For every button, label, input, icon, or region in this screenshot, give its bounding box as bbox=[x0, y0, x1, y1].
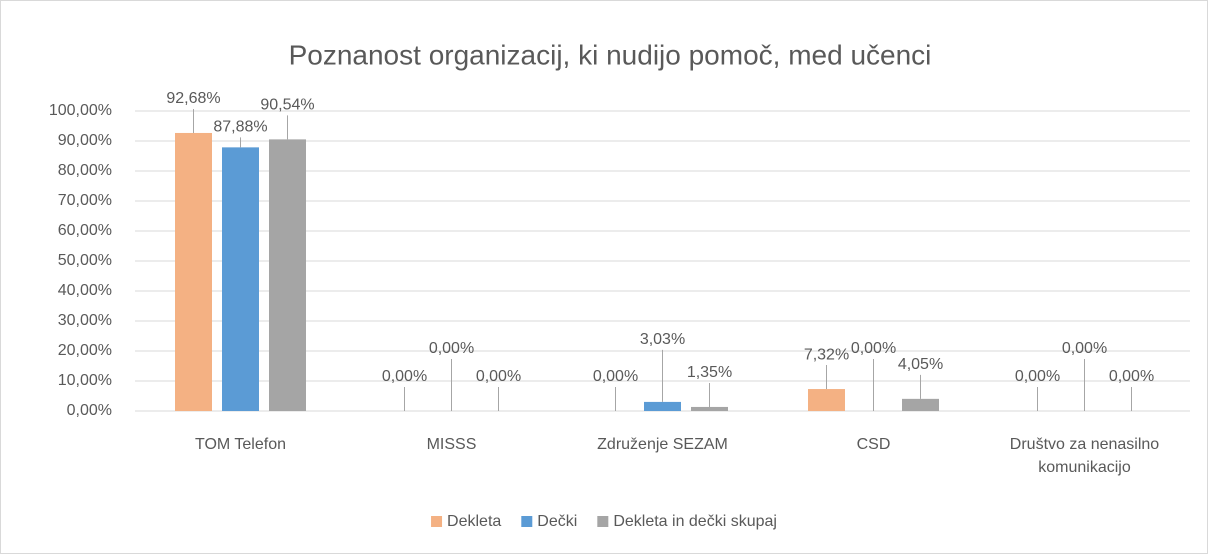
x-tick-label: Društvo za nenasilno komunikacijo bbox=[1009, 436, 1160, 476]
legend-swatch bbox=[431, 516, 443, 527]
data-label: 0,00% bbox=[1015, 368, 1060, 385]
data-label: 0,00% bbox=[382, 368, 427, 385]
data-label: 7,32% bbox=[804, 346, 849, 363]
y-tick-label: 10,00% bbox=[58, 372, 112, 389]
x-tick-label: MISSS bbox=[426, 436, 477, 453]
data-label: 90,54% bbox=[260, 97, 314, 114]
data-label: 0,00% bbox=[429, 340, 474, 357]
chart-title: Poznanost organizacij, ki nudijo pomoč, … bbox=[289, 39, 932, 70]
y-tick-label: 60,00% bbox=[58, 222, 112, 239]
data-label: 0,00% bbox=[476, 368, 521, 385]
legend-label: Dekleta in dečki skupaj bbox=[613, 513, 777, 530]
bar bbox=[644, 401, 681, 411]
bar bbox=[691, 406, 728, 411]
bar bbox=[808, 389, 845, 411]
x-tick-label: TOM Telefon bbox=[194, 436, 286, 453]
bar bbox=[269, 139, 306, 411]
data-label: 92,68% bbox=[166, 90, 220, 107]
data-label: 0,00% bbox=[851, 340, 896, 357]
bar bbox=[175, 132, 212, 411]
y-tick-label: 100,00% bbox=[49, 102, 112, 119]
legend-swatch bbox=[597, 516, 609, 527]
bar bbox=[902, 398, 939, 411]
data-label: 4,05% bbox=[898, 356, 943, 373]
y-tick-label: 70,00% bbox=[58, 192, 112, 209]
y-tick-label: 40,00% bbox=[58, 282, 112, 299]
data-label: 0,00% bbox=[1062, 340, 1107, 357]
data-label: 0,00% bbox=[593, 368, 638, 385]
y-tick-label: 90,00% bbox=[58, 132, 112, 149]
data-label: 87,88% bbox=[213, 119, 267, 136]
y-tick-label: 0,00% bbox=[67, 402, 112, 419]
x-tick-label: Združenje SEZAM bbox=[597, 436, 728, 453]
bar bbox=[222, 147, 259, 412]
legend-label: Dekleta bbox=[447, 513, 501, 530]
y-tick-label: 80,00% bbox=[58, 162, 112, 179]
x-tick-label: CSD bbox=[856, 436, 891, 453]
y-tick-label: 30,00% bbox=[58, 312, 112, 329]
y-tick-label: 50,00% bbox=[58, 252, 112, 269]
legend-label: Dečki bbox=[537, 513, 577, 530]
y-tick-label: 20,00% bbox=[58, 342, 112, 359]
data-label: 1,35% bbox=[687, 364, 732, 381]
data-label: 0,00% bbox=[1109, 368, 1154, 385]
data-label: 3,03% bbox=[640, 331, 685, 348]
legend-swatch bbox=[521, 516, 533, 527]
